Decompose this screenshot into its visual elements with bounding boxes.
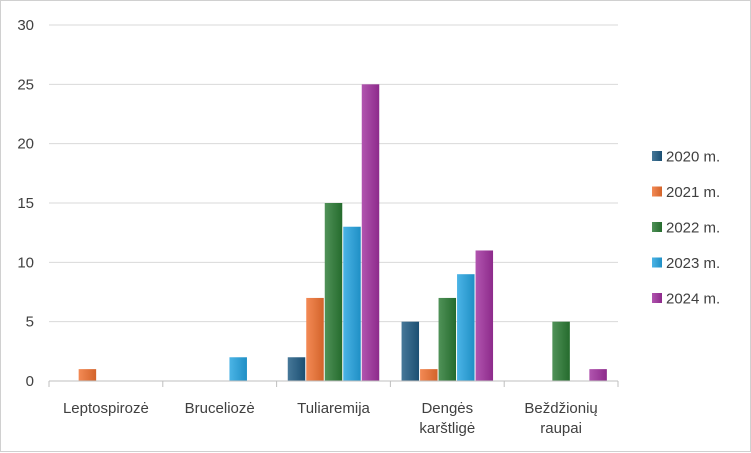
x-tick-label: Beždžionių raupai bbox=[524, 400, 597, 437]
bar bbox=[475, 250, 494, 381]
legend-swatch bbox=[652, 186, 662, 197]
bar bbox=[457, 274, 475, 381]
y-tick-label: 15 bbox=[17, 195, 34, 212]
y-axis: 0 5 10 15 20 25 30 bbox=[17, 17, 34, 390]
bar bbox=[324, 203, 343, 381]
bar bbox=[438, 297, 457, 381]
legend-swatch bbox=[652, 151, 662, 161]
legend-label: 2023 m. bbox=[666, 255, 720, 272]
legend-label: 2022 m. bbox=[666, 220, 720, 237]
y-tick-label: 10 bbox=[17, 254, 34, 271]
bar bbox=[420, 369, 438, 381]
legend-swatch bbox=[652, 222, 662, 232]
legend: 2020 m. 2021 m. 2022 m. 2023 m. 2024 m. bbox=[652, 149, 720, 308]
legend-swatch bbox=[652, 293, 662, 303]
y-tick-label: 25 bbox=[17, 76, 34, 93]
bar bbox=[306, 297, 324, 381]
x-tick-label: Tuliaremija bbox=[297, 400, 370, 417]
x-tick-label: Dengės karštligė bbox=[419, 400, 475, 437]
legend-swatch bbox=[652, 257, 662, 268]
bar bbox=[78, 369, 97, 381]
bar bbox=[589, 369, 607, 381]
bars bbox=[78, 84, 607, 381]
bar bbox=[401, 321, 420, 381]
y-tick-label: 20 bbox=[17, 136, 34, 153]
bar bbox=[343, 226, 361, 381]
y-tick-label: 0 bbox=[26, 373, 34, 390]
bar bbox=[229, 357, 247, 381]
bar bbox=[361, 84, 380, 381]
x-tick-label: Bruceliozė bbox=[185, 400, 255, 417]
y-tick-label: 5 bbox=[26, 314, 34, 331]
legend-label: 2021 m. bbox=[666, 184, 720, 201]
legend-label: 2024 m. bbox=[666, 291, 720, 308]
x-axis: Leptospirozė Bruceliozė Tuliaremija Dengės k… bbox=[48, 380, 619, 437]
x-tick-label: Leptospirozė bbox=[63, 400, 149, 417]
y-tick-label: 30 bbox=[17, 17, 34, 34]
legend-label: 2020 m. bbox=[666, 149, 720, 166]
bar bbox=[287, 357, 306, 381]
bar bbox=[552, 321, 570, 381]
